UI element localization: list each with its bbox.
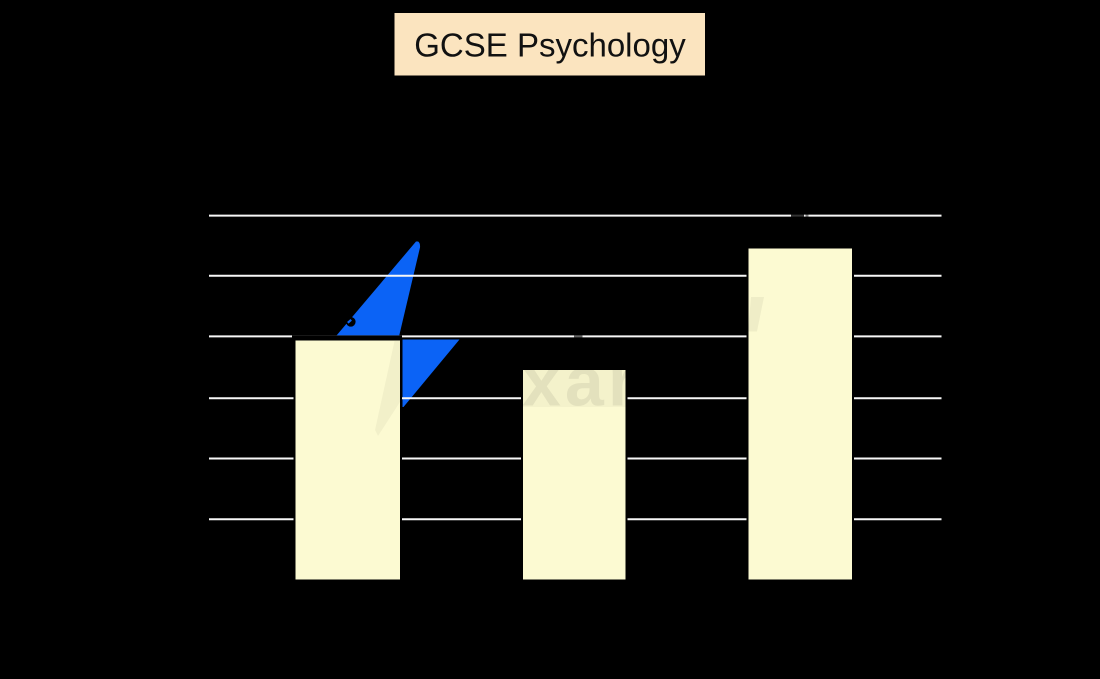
svg-text:xar: xar [522, 343, 639, 421]
svg-text:GCSE Psychology: GCSE Psychology [414, 27, 686, 64]
